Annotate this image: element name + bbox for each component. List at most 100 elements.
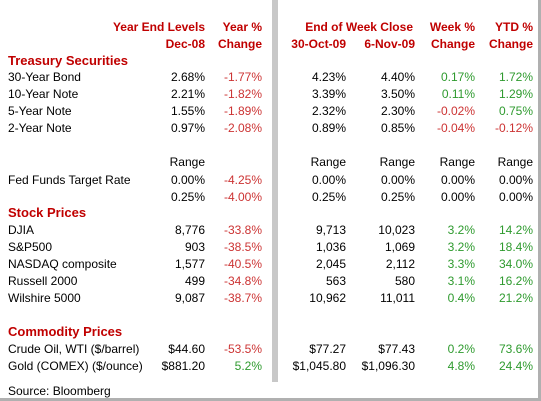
cell: 0.00% (170, 173, 205, 187)
cell: 24.4% (498, 359, 533, 373)
cell: -0.02% (436, 104, 475, 118)
header: Change (488, 37, 533, 51)
cell: -1.77% (223, 70, 262, 84)
source: Source: Bloomberg (8, 384, 111, 398)
header: 6-Nov-09 (364, 37, 415, 51)
cell: 903 (184, 240, 205, 254)
row-label: NASDAQ composite (8, 257, 117, 271)
cell: 18.4% (498, 240, 533, 254)
header: Year End Levels (112, 20, 205, 34)
cell: $44.60 (168, 342, 205, 356)
cell: 499 (184, 274, 205, 288)
cell: 2.21% (170, 87, 205, 101)
cell: 0.00% (498, 190, 533, 204)
cell: 3.39% (311, 87, 346, 101)
header: Week % (429, 20, 475, 34)
cell: 5.2% (234, 359, 262, 373)
cell: 0.00% (498, 173, 533, 187)
section-title: Commodity Prices (8, 324, 123, 339)
cell: 1,036 (315, 240, 346, 254)
row-label: 10-Year Note (8, 87, 79, 101)
cell: 4.23% (311, 70, 346, 84)
cell: 0.97% (170, 121, 205, 135)
cell: 3.3% (447, 257, 475, 271)
row-label: DJIA (8, 223, 35, 237)
row-label: Wilshire 5000 (8, 291, 81, 305)
header: End of Week Close (305, 20, 413, 34)
separator (272, 0, 278, 382)
cell: 0.00% (380, 173, 415, 187)
section-title: Treasury Securities (8, 53, 128, 68)
cell: 0.75% (498, 104, 533, 118)
cell: 2,112 (385, 257, 415, 271)
cell: 0.2% (447, 342, 475, 356)
cell: 10,962 (309, 291, 346, 305)
cell: -40.5% (223, 257, 262, 271)
border (538, 0, 541, 401)
cell: 0.25% (170, 190, 205, 204)
cell: 2.68% (170, 70, 205, 84)
cell: Range (379, 155, 415, 169)
row-label: 5-Year Note (8, 104, 72, 118)
cell: 1,069 (384, 240, 415, 254)
header: Dec-08 (165, 37, 205, 51)
section-title: Stock Prices (8, 205, 87, 220)
cell: -1.89% (223, 104, 262, 118)
cell: $1,096.30 (361, 359, 415, 373)
cell: -34.8% (223, 274, 262, 288)
cell: 0.4% (447, 291, 475, 305)
cell: 580 (394, 274, 415, 288)
cell: 11,011 (380, 291, 415, 305)
cell: 0.17% (440, 70, 475, 84)
cell: 4.40% (380, 70, 415, 84)
cell: 0.89% (311, 121, 346, 135)
cell: -0.04% (436, 121, 475, 135)
cell: 9,087 (174, 291, 205, 305)
cell: 3.1% (447, 274, 475, 288)
cell: -38.5% (223, 240, 262, 254)
cell: -2.08% (223, 121, 262, 135)
cell: 3.2% (447, 223, 475, 237)
cell: 563 (325, 274, 346, 288)
row-label: 30-Year Bond (8, 70, 81, 84)
row-label: Crude Oil, WTI ($/barrel) (8, 342, 140, 356)
cell: 3.2% (447, 240, 475, 254)
cell: 3.50% (380, 87, 415, 101)
header: Change (430, 37, 475, 51)
cell: 9,713 (315, 223, 346, 237)
cell: Range (497, 155, 533, 169)
header: 30-Oct-09 (291, 37, 346, 51)
row-label: Gold (COMEX) ($/ounce) (8, 359, 143, 373)
cell: 0.25% (311, 190, 346, 204)
cell: 4.8% (447, 359, 475, 373)
header: YTD % (494, 20, 533, 34)
cell: -1.82% (223, 87, 262, 101)
cell: 2,045 (315, 257, 346, 271)
row-label: Fed Funds Target Rate (8, 173, 131, 187)
cell: 0.00% (440, 173, 475, 187)
cell: 16.2% (498, 274, 533, 288)
row-label: S&P500 (8, 240, 53, 254)
header: Change (217, 37, 262, 51)
cell: Range (439, 155, 475, 169)
cell: 73.6% (498, 342, 533, 356)
cell: -53.5% (223, 342, 262, 356)
cell: 0.00% (311, 173, 346, 187)
cell: -38.7% (223, 291, 262, 305)
cell: 2.30% (380, 104, 415, 118)
cell: 0.00% (440, 190, 475, 204)
row-label: Russell 2000 (8, 274, 78, 288)
cell: 34.0% (498, 257, 533, 271)
cell: 8,776 (174, 223, 205, 237)
cell: Range (310, 155, 346, 169)
cell: 1.55% (170, 104, 205, 118)
border (0, 398, 541, 401)
cell: 14.2% (498, 223, 533, 237)
cell: 21.2% (498, 291, 533, 305)
cell: 0.11% (441, 87, 475, 101)
cell: 2.32% (311, 104, 346, 118)
cell: $77.43 (378, 342, 415, 356)
header: Year % (222, 20, 262, 34)
cell: 0.85% (380, 121, 415, 135)
